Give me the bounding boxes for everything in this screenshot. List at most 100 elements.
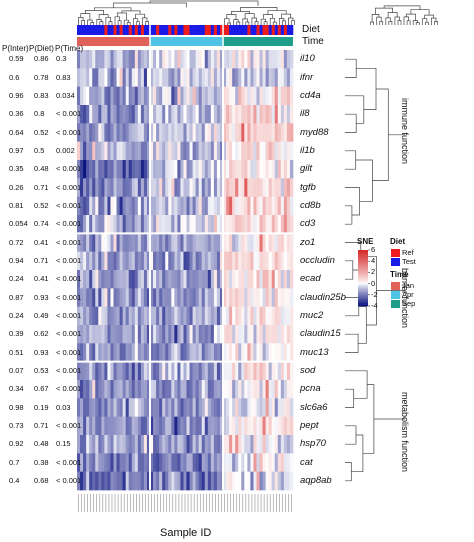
heatmap-cell bbox=[229, 233, 233, 253]
heatmap-cell bbox=[192, 215, 196, 234]
heatmap-cell bbox=[146, 471, 151, 491]
heatmap-cell bbox=[219, 361, 224, 381]
heatmap-cell bbox=[204, 68, 209, 88]
heatmap-cell bbox=[104, 343, 108, 363]
heatmap-cell bbox=[180, 380, 184, 399]
heatmap-cell bbox=[286, 233, 291, 253]
heatmap-cell bbox=[131, 50, 136, 69]
heatmap-cell bbox=[232, 251, 236, 271]
heatmap-cell bbox=[201, 471, 206, 491]
heatmap-cell bbox=[159, 178, 163, 198]
heatmap-cell bbox=[125, 160, 130, 179]
heatmap-cell bbox=[219, 141, 224, 161]
heatmap-cell bbox=[265, 343, 270, 363]
heatmap-cell bbox=[159, 251, 163, 271]
heatmap-cell bbox=[244, 178, 248, 198]
heatmap-cell bbox=[143, 435, 148, 454]
diet-annotation-cell bbox=[274, 25, 279, 35]
heatmap-cell bbox=[183, 233, 187, 253]
heatmap-cell bbox=[262, 215, 266, 234]
heatmap-cell bbox=[98, 123, 102, 143]
heatmap-cell bbox=[256, 50, 260, 69]
heatmap-cell bbox=[146, 196, 151, 216]
heatmap-cell bbox=[101, 105, 105, 124]
annotation-bars bbox=[77, 25, 294, 46]
heatmap-cell bbox=[189, 50, 193, 69]
heatmap-cell bbox=[247, 215, 251, 234]
heatmap-cell bbox=[259, 343, 263, 363]
column-dendrogram-branch bbox=[236, 21, 241, 25]
heatmap-cell bbox=[140, 398, 145, 418]
heatmap-cell bbox=[107, 270, 111, 289]
heatmap-cell bbox=[153, 288, 157, 308]
heatmap-cell bbox=[89, 270, 93, 289]
heatmap-cell bbox=[216, 343, 221, 363]
heatmap-cell bbox=[92, 380, 96, 399]
heatmap-cell bbox=[219, 288, 224, 308]
gene-label: muc13 bbox=[300, 346, 329, 358]
heatmap-cell bbox=[113, 306, 117, 326]
heatmap-cell bbox=[195, 215, 200, 234]
gene-label: il8 bbox=[300, 108, 310, 120]
heatmap-cell bbox=[165, 123, 169, 143]
diet-annotation-cell bbox=[223, 25, 227, 35]
p-time-value: 0.83 bbox=[56, 72, 71, 82]
heatmap-cell bbox=[223, 141, 227, 161]
heatmap-cell bbox=[128, 361, 133, 381]
sample-id-ticks bbox=[78, 494, 292, 512]
heatmap-cell bbox=[134, 380, 139, 399]
diet-annotation-cell bbox=[216, 25, 221, 35]
heatmap-cell bbox=[271, 453, 276, 473]
heatmap-cell bbox=[146, 416, 151, 436]
heatmap-cell bbox=[226, 215, 230, 234]
heatmap-cell bbox=[137, 50, 142, 69]
heatmap-cell bbox=[201, 233, 206, 253]
heatmap-cell bbox=[104, 105, 108, 124]
heatmap-cell bbox=[89, 325, 93, 344]
heatmap-cell bbox=[204, 325, 209, 344]
heatmap-cell bbox=[116, 325, 120, 344]
heatmap-cell bbox=[122, 361, 127, 381]
heatmap-cell bbox=[189, 343, 193, 363]
heatmap-cell bbox=[171, 215, 175, 234]
heatmap-cell bbox=[207, 123, 212, 143]
heatmap-cell bbox=[283, 233, 288, 253]
heatmap-cell bbox=[283, 123, 288, 143]
heatmap-cell bbox=[274, 233, 279, 253]
p-inter-value: 0.94 bbox=[9, 255, 24, 265]
heatmap-cell bbox=[219, 435, 224, 454]
heatmap-cell bbox=[280, 453, 285, 473]
heatmap-cell bbox=[168, 288, 172, 308]
heatmap-cell bbox=[159, 325, 163, 344]
heatmap-cell bbox=[98, 251, 102, 271]
heatmap-cell bbox=[189, 251, 193, 271]
colorbar-step bbox=[358, 264, 368, 266]
heatmap-cell bbox=[223, 251, 227, 271]
heatmap-cell bbox=[229, 435, 233, 454]
heatmap-cell bbox=[177, 270, 181, 289]
heatmap-cell bbox=[156, 50, 160, 69]
colorbar-step bbox=[358, 252, 368, 255]
colorbar-step bbox=[358, 285, 368, 287]
heatmap-cell bbox=[235, 233, 239, 253]
diet-annotation-cell bbox=[125, 25, 130, 35]
heatmap-cell bbox=[189, 123, 193, 143]
heatmap-cell bbox=[80, 123, 84, 143]
heatmap-cell bbox=[286, 416, 291, 436]
heatmap-cell bbox=[168, 141, 172, 161]
heatmap-cell bbox=[128, 215, 133, 234]
heatmap-cell bbox=[286, 251, 291, 271]
heatmap-cell bbox=[107, 160, 111, 179]
p-diet-value: 0.93 bbox=[34, 292, 49, 302]
heatmap-cell bbox=[226, 233, 230, 253]
row-dendrogram-branch bbox=[362, 384, 375, 454]
heatmap-cell bbox=[280, 361, 285, 381]
heatmap-cell bbox=[95, 471, 99, 491]
heatmap-cell bbox=[107, 325, 111, 344]
heatmap-cell bbox=[201, 343, 206, 363]
heatmap-cell bbox=[241, 160, 245, 179]
p-time-value: < 0.001 bbox=[56, 420, 82, 430]
heatmap-cell bbox=[125, 288, 130, 308]
heatmap-cell bbox=[262, 435, 266, 454]
heatmap-cell bbox=[244, 233, 248, 253]
